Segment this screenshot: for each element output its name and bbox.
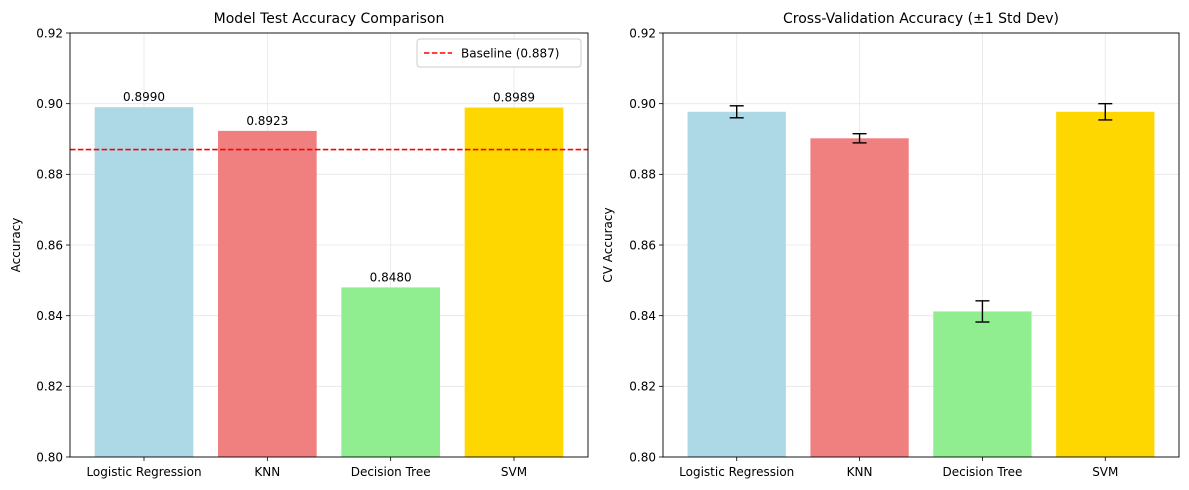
legend: Baseline (0.887): [416, 38, 582, 68]
legend-box: [416, 38, 582, 68]
x-tick-label: Logistic Regression: [679, 465, 794, 479]
cv-accuracy-chart: Cross-Validation Accuracy (±1 Std Dev) C…: [601, 11, 1180, 479]
y-tick-label: 0.90: [629, 97, 656, 111]
error-bars: [729, 102, 1113, 323]
bar-decision-tree: [933, 311, 1032, 457]
y-tick-label: 0.80: [36, 450, 63, 464]
x-axis-ticks: Logistic Regression KNN Decision Tree SVM: [86, 457, 527, 479]
y-tick-label: 0.84: [36, 309, 63, 323]
value-labels: 0.8990 0.8923 0.8480 0.8989: [123, 90, 535, 284]
x-tick-label: KNN: [847, 465, 873, 479]
y-axis-ticks: 0.80 0.82 0.84 0.86 0.88 0.90 0.92: [629, 26, 663, 464]
bar-logistic-regression: [94, 107, 194, 457]
y-tick-label: 0.82: [629, 380, 656, 394]
bar-value-label: 0.8989: [493, 91, 535, 105]
bar-svm: [464, 107, 564, 457]
bar-value-label: 0.8480: [370, 270, 412, 284]
y-axis-ticks: 0.80 0.82 0.84 0.86 0.88 0.90 0.92: [36, 26, 70, 464]
y-axis-label: CV Accuracy: [601, 207, 615, 282]
x-tick-label: KNN: [254, 465, 280, 479]
x-tick-label: Logistic Regression: [86, 465, 201, 479]
legend-entry-baseline: Baseline (0.887): [461, 47, 559, 61]
x-tick-label: SVM: [1092, 465, 1118, 479]
bar-value-label: 0.8923: [246, 114, 288, 128]
y-tick-label: 0.86: [629, 238, 656, 252]
chart-title: Cross-Validation Accuracy (±1 Std Dev): [783, 11, 1059, 27]
bar-series: [687, 111, 1155, 457]
bar-knn: [218, 130, 317, 457]
bar-series: [94, 107, 564, 457]
x-tick-label: Decision Tree: [351, 465, 431, 479]
bar-decision-tree: [341, 287, 440, 457]
y-tick-label: 0.92: [36, 26, 63, 40]
y-tick-label: 0.88: [36, 168, 63, 182]
x-axis-ticks: Logistic Regression KNN Decision Tree SVM: [679, 457, 1118, 479]
y-tick-label: 0.86: [36, 238, 63, 252]
bar-svm: [1056, 111, 1155, 457]
y-tick-label: 0.84: [629, 309, 656, 323]
bar-knn: [810, 138, 909, 457]
error-bar-knn: [852, 132, 867, 144]
chart-title: Model Test Accuracy Comparison: [214, 11, 445, 27]
x-tick-label: Decision Tree: [942, 465, 1022, 479]
y-tick-label: 0.80: [629, 450, 656, 464]
error-bar-logistic-regression: [729, 105, 744, 119]
bar-value-label: 0.8990: [123, 90, 165, 104]
y-tick-label: 0.92: [629, 26, 656, 40]
error-bar-decision-tree: [975, 300, 990, 323]
y-tick-label: 0.82: [36, 380, 63, 394]
y-tick-label: 0.88: [629, 168, 656, 182]
test-accuracy-chart: Model Test Accuracy Comparison Accuracy …: [9, 11, 589, 479]
error-bar-svm: [1098, 102, 1113, 121]
bar-logistic-regression: [687, 111, 786, 457]
y-axis-label: Accuracy: [9, 218, 23, 273]
y-tick-label: 0.90: [36, 97, 63, 111]
x-tick-label: SVM: [501, 465, 527, 479]
